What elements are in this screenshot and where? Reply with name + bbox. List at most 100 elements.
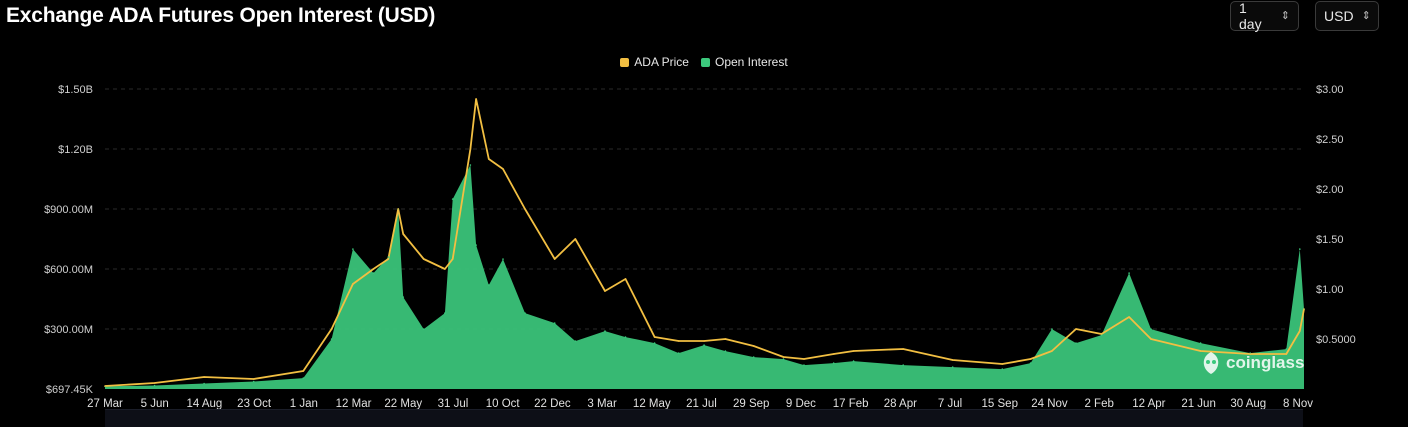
- open-interest-point: [677, 352, 680, 354]
- open-interest-point: [703, 344, 705, 346]
- chart-header: Exchange ADA Futures Open Interest (USD)…: [0, 0, 1408, 40]
- plot-area: [104, 98, 1305, 389]
- price-point: [951, 359, 954, 361]
- open-interest-point: [624, 336, 627, 338]
- open-interest-point: [469, 164, 472, 166]
- price-point: [604, 290, 606, 292]
- x-tick-label: 12 Apr: [1132, 398, 1165, 410]
- price-point: [524, 208, 526, 210]
- interval-select[interactable]: 1 day ⇕: [1230, 0, 1299, 32]
- open-interest-point: [153, 384, 156, 387]
- left-tick-label: $1.20B: [58, 144, 93, 156]
- open-interest-point: [330, 338, 333, 340]
- x-tick-label: 27 Mar: [87, 398, 123, 410]
- price-point: [402, 233, 405, 235]
- open-interest-point: [203, 382, 205, 385]
- open-interest-point: [451, 198, 454, 200]
- open-interest-point: [352, 248, 354, 250]
- x-tick-label: 24 Nov: [1031, 398, 1068, 410]
- price-point: [1128, 316, 1130, 318]
- price-point: [302, 370, 305, 372]
- price-point: [1001, 363, 1004, 365]
- price-point: [1299, 330, 1301, 332]
- price-point: [422, 258, 425, 260]
- open-interest-point: [604, 330, 606, 332]
- x-tick-label: 21 Jun: [1181, 398, 1216, 410]
- left-tick-label: $600.00M: [44, 264, 93, 276]
- price-point: [451, 258, 454, 260]
- price-point: [832, 353, 835, 355]
- x-tick-label: 12 Mar: [336, 398, 372, 410]
- x-axis: 27 Mar 5 Jun 14 Aug 23 Oct 1 Jan 12 Mar 22 May…: [87, 398, 1313, 410]
- left-tick-label: $900.00M: [44, 204, 93, 216]
- x-tick-label: 28 Apr: [884, 398, 917, 410]
- x-tick-label: 12 May: [633, 398, 671, 410]
- right-tick-label: $0.5000: [1316, 334, 1356, 346]
- legend-label-price: ADA Price: [634, 55, 689, 69]
- price-point: [1100, 333, 1103, 335]
- coinglass-watermark: coinglass: [1200, 351, 1304, 375]
- open-interest-point: [1128, 272, 1130, 274]
- right-tick-label: $1.00: [1316, 284, 1344, 296]
- x-tick-label: 7 Jul: [938, 398, 962, 410]
- legend-item-open-interest[interactable]: Open Interest: [700, 54, 788, 70]
- open-interest-point: [488, 284, 490, 286]
- price-point: [397, 208, 400, 210]
- right-tick-label: $1.50: [1316, 234, 1344, 246]
- price-point: [203, 376, 205, 378]
- left-axis: $697.45K $300.00M $600.00M $900.00M $1.20B $1…: [44, 84, 94, 396]
- currency-select[interactable]: USD ⇕: [1315, 1, 1379, 31]
- open-interest-point: [1001, 368, 1004, 370]
- x-tick-label: 15 Sep: [982, 398, 1018, 410]
- price-point: [475, 98, 477, 100]
- x-tick-label: 3 Mar: [587, 398, 617, 410]
- x-tick-label: 9 Dec: [786, 398, 816, 410]
- left-tick-label: $300.00M: [44, 324, 93, 336]
- chart-legend: ADA Price Open Interest: [0, 54, 1408, 70]
- x-tick-label: 23 Oct: [237, 398, 272, 410]
- price-point: [624, 278, 627, 280]
- x-tick-label: 31 Jul: [438, 398, 469, 410]
- watermark-text: coinglass: [1226, 353, 1305, 372]
- price-point: [502, 168, 504, 170]
- open-interest-point: [302, 377, 305, 379]
- open-interest-point: [422, 328, 425, 330]
- price-point: [1051, 350, 1053, 352]
- open-interest-point: [444, 312, 446, 314]
- left-tick-label: $697.45K: [46, 384, 94, 396]
- price-point: [1075, 328, 1077, 330]
- price-point: [703, 340, 705, 342]
- price-point: [724, 338, 727, 340]
- price-point: [902, 348, 904, 350]
- open-interest-point: [574, 340, 577, 342]
- open-interest-point: [653, 342, 656, 344]
- price-point: [574, 238, 577, 240]
- open-interest-point: [1051, 328, 1053, 330]
- x-tick-label: 10 Oct: [486, 398, 521, 410]
- open-interest-point: [1199, 342, 1202, 344]
- x-tick-label: 22 May: [384, 398, 422, 410]
- price-point: [1303, 308, 1305, 310]
- price-point: [1249, 353, 1251, 355]
- legend-item-price[interactable]: ADA Price: [620, 54, 689, 70]
- open-interest-point: [475, 244, 477, 246]
- price-point: [1285, 353, 1288, 355]
- open-interest-point: [387, 256, 390, 258]
- price-point: [387, 258, 390, 260]
- price-point: [852, 350, 855, 352]
- price-point: [803, 358, 805, 360]
- right-tick-label: $2.50: [1316, 134, 1344, 146]
- price-point: [752, 345, 755, 347]
- price-point: [488, 158, 490, 160]
- price-point: [330, 328, 333, 330]
- left-tick-label: $1.50B: [58, 84, 93, 96]
- open-interest-point: [832, 362, 835, 364]
- chart-title: Exchange ADA Futures Open Interest (USD): [6, 4, 436, 27]
- range-scrollbar[interactable]: [105, 409, 1303, 427]
- x-tick-label: 8 Nov: [1283, 398, 1313, 410]
- price-line: [104, 98, 1305, 387]
- open-interest-point: [1075, 342, 1077, 344]
- right-axis: $0.5000 $1.00 $1.50 $2.00 $2.50 $3.00: [1316, 84, 1356, 346]
- price-point: [782, 356, 785, 358]
